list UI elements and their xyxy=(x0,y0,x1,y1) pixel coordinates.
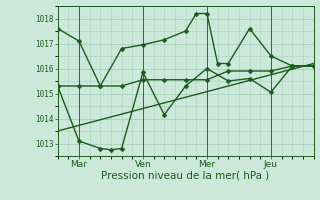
X-axis label: Pression niveau de la mer( hPa ): Pression niveau de la mer( hPa ) xyxy=(101,171,270,181)
